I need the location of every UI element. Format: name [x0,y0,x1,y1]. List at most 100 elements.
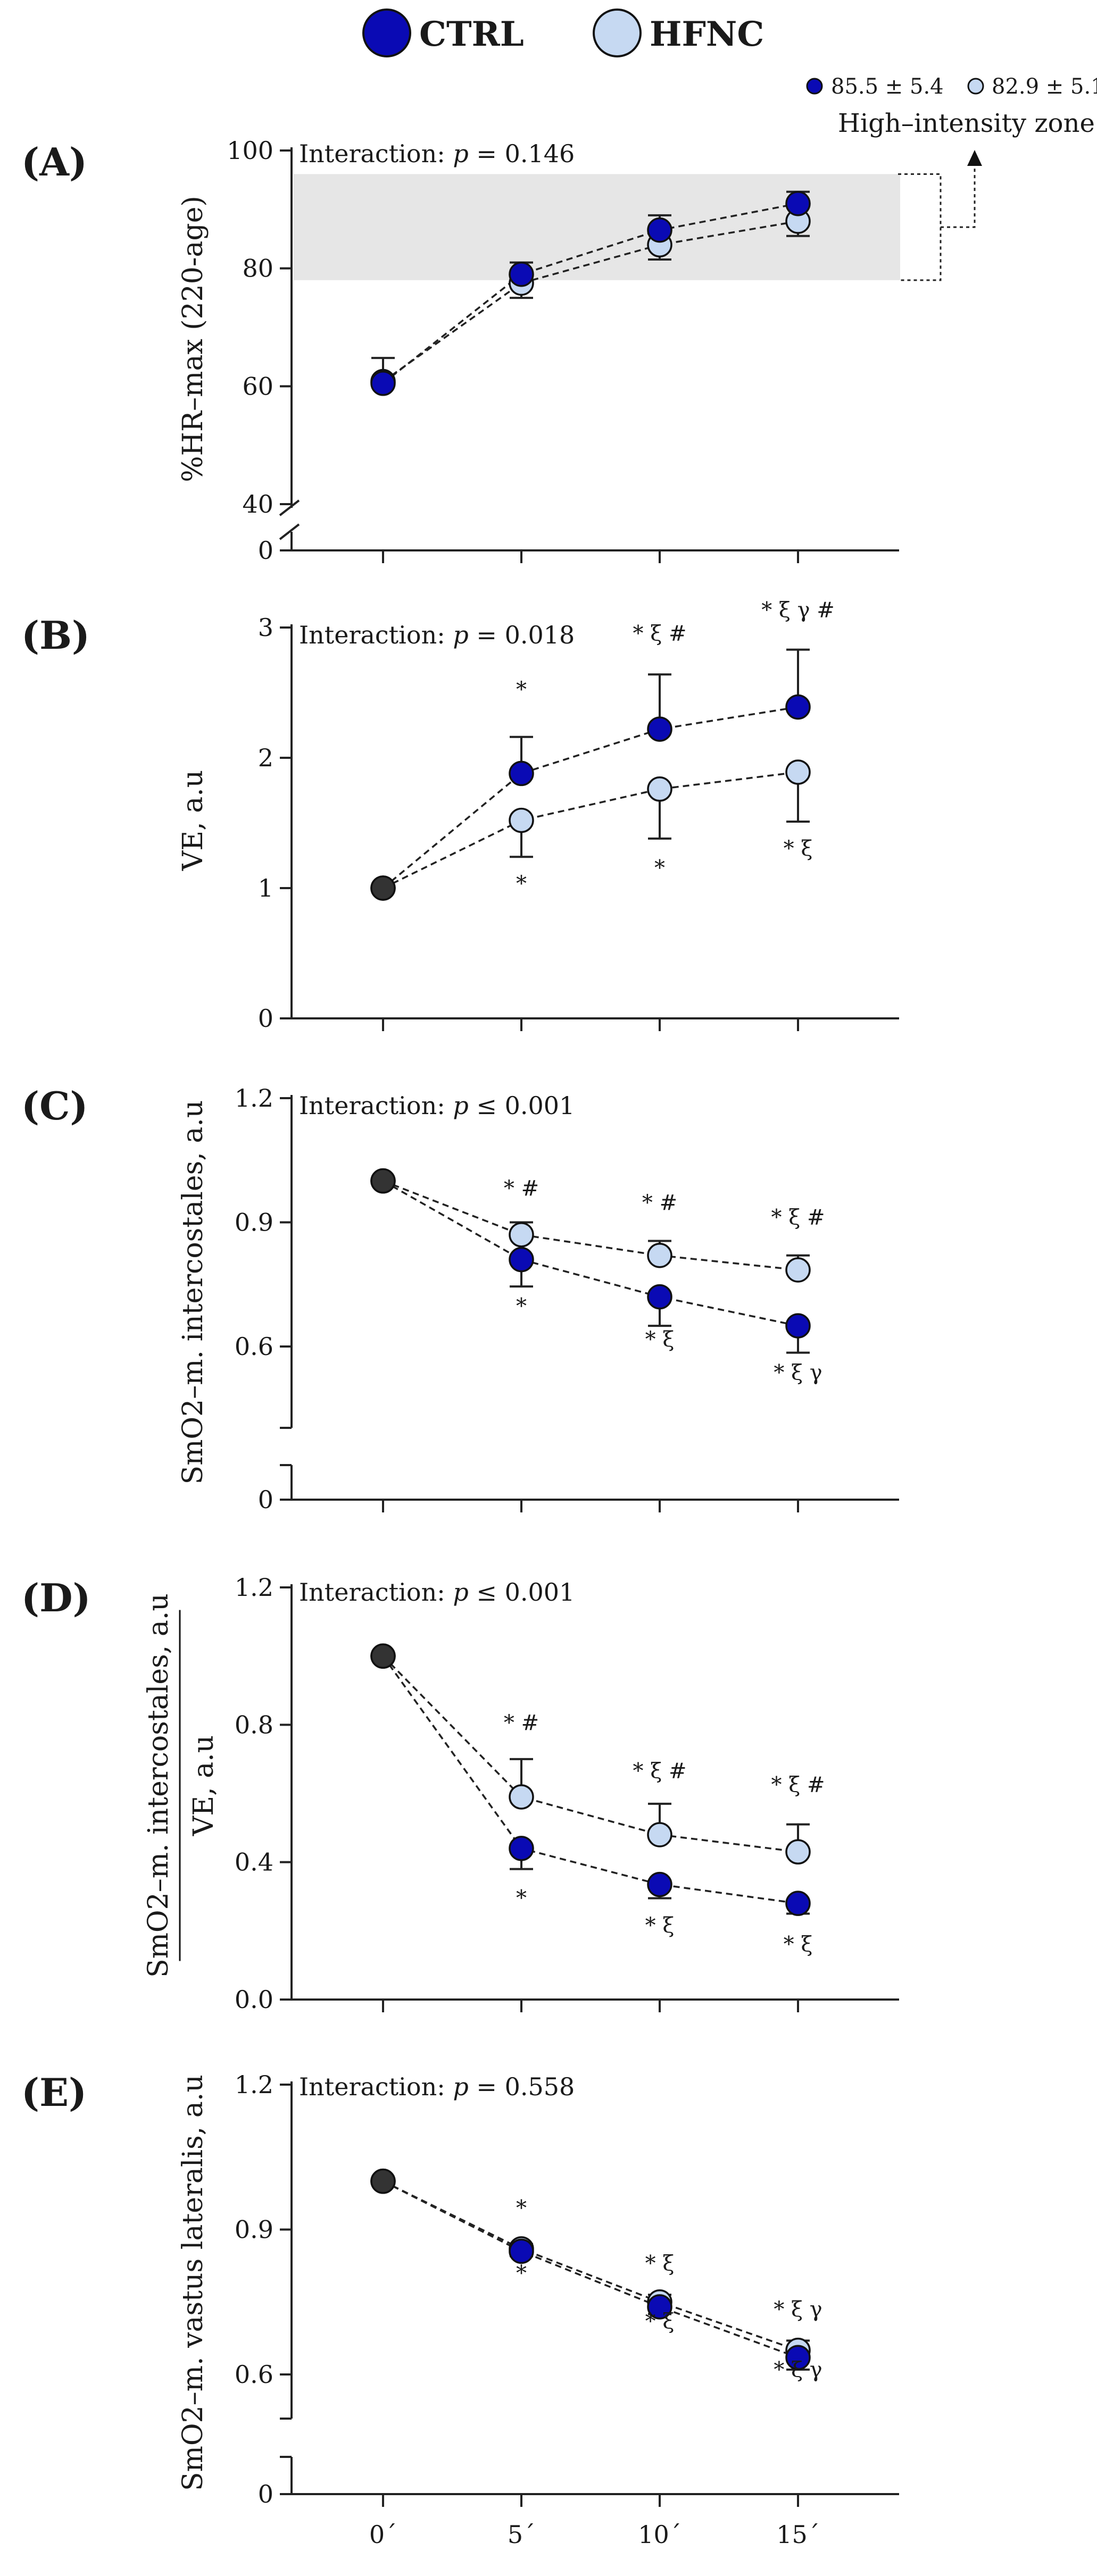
y-tick-label: 0 [258,536,273,565]
panel-c: (C) 0 0.6 0.9 1.2 SmO2–m. intercostales, a.u I… [21,1083,899,1514]
legend-ctrl: CTRL [362,9,524,57]
panel-b: (B) 0 1 2 3 VE, a.u Interaction: p = 0.018 * * ξ… [21,598,899,1033]
axis-break-mark [279,499,300,516]
data-point-ctrl [647,217,672,243]
data-point-hfnc [647,776,672,802]
data-point-ctrl [647,1284,672,1310]
y-tick-label: 0 [258,2480,273,2508]
data-point-ctrl [509,1836,534,1861]
y-tick-label: 1 [258,874,273,902]
significance-label: * ξ γ [774,2358,822,2382]
significance-label: * # [504,1711,539,1735]
y-axis-label-numerator: SmO2–m. intercostales, a.u [143,1593,174,1978]
series-line-hfnc [383,1180,799,1271]
significance-label: * ξ # [771,1205,825,1230]
series-line-ctrl [382,706,799,889]
data-point-ctrl [509,2238,534,2264]
y-axis-label-denominator: VE, a.u [188,1735,220,1837]
panel-label: (E) [21,2070,87,2115]
y-tick-label: 0.0 [235,1985,273,2014]
y-axis-label: SmO2–m. vastus lateralis, a.u [177,2075,209,2491]
series-line-hfnc [383,2180,799,2352]
hr-ctrl-value: 85.5 ± 5.4 [831,74,944,99]
x-tick-label: 5´ [508,2520,535,2549]
data-point-ctrl [370,1643,396,1669]
data-point-ctrl [647,2294,672,2320]
series-line-hfnc [382,1655,799,1853]
legend-ctrl-label: CTRL [419,14,524,54]
significance-label: * ξ [784,1933,813,1957]
data-point-hfnc [509,807,534,833]
significance-label: * [654,856,665,881]
data-point-ctrl [370,875,396,901]
data-point-ctrl [509,760,534,787]
significance-label: * [516,678,527,702]
data-point-ctrl [785,2345,811,2370]
y-tick-label: 1.2 [235,1573,273,1602]
significance-label: * # [642,1191,677,1215]
x-tick-label: 10´ [638,2520,682,2549]
data-point-hfnc [509,1222,534,1248]
series-line-hfnc [383,771,799,889]
panel-a: (A) 0 40 60 80 100 %HR–max (220-age) Interactio… [21,136,982,565]
significance-label: * [516,1294,527,1319]
series-line-ctrl [383,2180,799,2358]
series-line-ctrl [382,1655,799,1904]
data-point-ctrl [647,716,672,742]
significance-label: * ξ [784,837,813,861]
hr-legend: 85.5 ± 5.4 82.9 ± 5.1 High–intensity zon… [806,74,1097,138]
significance-label: * ξ γ [774,1360,822,1385]
legend-ctrl-marker [362,9,411,57]
interaction-label: Interaction: p = 0.146 [299,139,575,168]
data-point-ctrl [785,191,811,216]
y-tick-label: 0.4 [235,1848,273,1877]
legend-hfnc-label: HFNC [650,14,764,54]
x-tick-label: 15´ [776,2520,820,2549]
y-axis-label: VE, a.u [177,770,209,872]
y-axis-label: %HR–max (220-age) [177,196,209,482]
y-tick-label: 1.2 [235,2070,273,2099]
significance-label: * [516,1886,527,1910]
y-tick-label: 2 [258,743,273,772]
panel-label: (D) [21,1575,91,1620]
data-point-hfnc [785,1839,811,1865]
y-tick-label: 1.2 [235,1084,273,1113]
data-point-hfnc [647,1243,672,1268]
y-tick-label: 0 [258,1485,273,1514]
significance-label: * ξ # [633,622,687,646]
y-axis-label: SmO2–m. intercostales, a.u [177,1100,209,1485]
y-tick-label: 0 [258,1004,273,1033]
hr-hfnc-value: 82.9 ± 5.1 [992,74,1097,99]
axis-break-mark [279,523,300,540]
data-point-ctrl [785,694,811,720]
hr-ctrl-marker [806,78,823,95]
y-tick-label: 0.9 [235,1208,273,1237]
legend-hfnc-marker [593,9,642,57]
zone-arrow-icon [967,150,982,166]
data-point-ctrl [647,1871,672,1897]
y-tick-label: 80 [242,254,273,283]
hr-hfnc-marker [967,78,984,95]
panel-label: (A) [21,139,87,185]
legend: CTRL HFNC 85.5 ± 5.4 82.9 ± 5.1 High–int… [362,9,1097,138]
significance-label: * ξ # [633,1759,687,1783]
y-tick-label: 3 [258,613,273,642]
data-point-ctrl [509,262,534,287]
significance-label: * ξ γ # [761,598,835,622]
y-axis-label-ratio: SmO2–m. intercostales, a.u VE, a.u [143,1593,220,1978]
data-point-ctrl [370,2168,396,2194]
y-tick-label: 0.6 [235,1332,273,1361]
interaction-label: Interaction: p ≤ 0.001 [299,1578,575,1607]
zone-connector [941,166,976,228]
data-point-ctrl [785,1891,811,1916]
significance-label: * # [504,1176,539,1201]
x-tick-labels: 0´ 5´ 10´ 15´ [369,2520,820,2549]
interaction-label: Interaction: p ≤ 0.001 [299,1091,575,1120]
significance-label: * [516,2261,527,2286]
data-point-ctrl [509,1247,534,1273]
series-line-ctrl [383,1180,799,1327]
zone-bracket [898,173,942,281]
legend-hfnc: HFNC [593,9,764,57]
